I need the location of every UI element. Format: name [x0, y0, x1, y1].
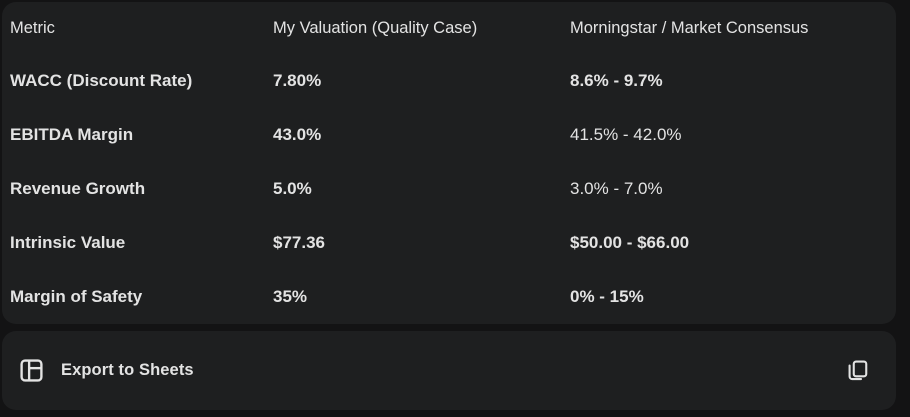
table-grid-icon — [18, 357, 45, 384]
consensus-cell: 3.0% - 7.0% — [570, 179, 663, 198]
metric-cell: WACC (Discount Rate) — [10, 71, 193, 90]
valuation-cell: 7.80% — [273, 71, 322, 90]
column-header-consensus: Morningstar / Market Consensus — [570, 18, 809, 37]
export-to-sheets-label: Export to Sheets — [61, 361, 194, 379]
copy-button[interactable] — [845, 358, 870, 383]
column-header-valuation: My Valuation (Quality Case) — [273, 18, 478, 37]
consensus-cell: 0% - 15% — [570, 287, 644, 306]
valuation-cell: 35% — [273, 287, 308, 306]
metric-cell: EBITDA Margin — [10, 125, 134, 144]
valuation-cell: $77.36 — [273, 233, 325, 252]
table-actions-bar: Export to Sheets — [2, 331, 896, 410]
export-to-sheets-button[interactable]: Export to Sheets — [18, 357, 194, 384]
metric-cell: Margin of Safety — [10, 287, 143, 306]
valuation-cell: 5.0% — [273, 179, 312, 198]
metric-cell: Intrinsic Value — [10, 233, 126, 252]
column-header-metric: Metric — [10, 18, 55, 37]
valuation-comparison-table: Metric My Valuation (Quality Case) Morni… — [2, 2, 896, 324]
metric-cell: Revenue Growth — [10, 179, 146, 198]
consensus-cell: 41.5% - 42.0% — [570, 125, 682, 144]
table-grid: Metric My Valuation (Quality Case) Morni… — [2, 2, 896, 324]
consensus-cell: 8.6% - 9.7% — [570, 71, 663, 90]
copy-icon — [845, 358, 870, 383]
consensus-cell: $50.00 - $66.00 — [570, 233, 690, 252]
valuation-cell: 43.0% — [273, 125, 322, 144]
